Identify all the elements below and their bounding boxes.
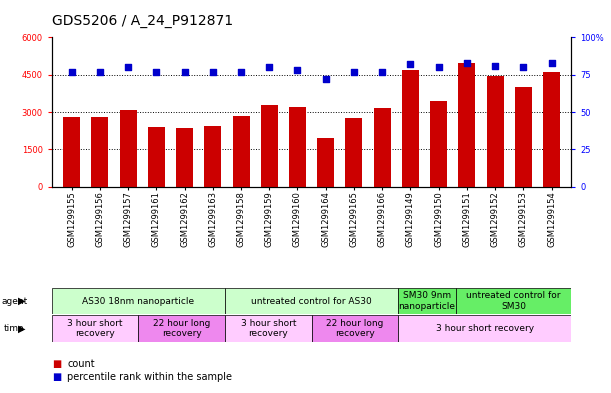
Bar: [225, 315, 312, 342]
Bar: [63, 117, 80, 187]
Text: count: count: [67, 358, 95, 369]
Bar: [515, 87, 532, 187]
Point: [377, 68, 387, 75]
Text: 3 hour short
recovery: 3 hour short recovery: [67, 319, 123, 338]
Text: ▶: ▶: [18, 296, 26, 306]
Bar: [148, 127, 165, 187]
Text: time: time: [4, 324, 24, 333]
Bar: [374, 108, 390, 187]
Text: ■: ■: [52, 372, 61, 382]
Bar: [345, 118, 362, 187]
Text: percentile rank within the sample: percentile rank within the sample: [67, 372, 232, 382]
Bar: [233, 116, 249, 187]
Bar: [402, 70, 419, 187]
Text: 3 hour short recovery: 3 hour short recovery: [436, 324, 534, 333]
Bar: [92, 118, 108, 187]
Text: 22 hour long
recovery: 22 hour long recovery: [153, 319, 210, 338]
Point: [518, 64, 528, 70]
Bar: [52, 315, 139, 342]
Bar: [486, 76, 503, 187]
Point: [180, 68, 189, 75]
Bar: [456, 288, 571, 314]
Bar: [204, 126, 221, 187]
Text: GDS5206 / A_24_P912871: GDS5206 / A_24_P912871: [52, 14, 233, 28]
Point: [67, 68, 76, 75]
Point: [434, 64, 444, 70]
Point: [265, 64, 274, 70]
Point: [123, 64, 133, 70]
Bar: [430, 101, 447, 187]
Point: [547, 60, 557, 66]
Bar: [543, 72, 560, 187]
Bar: [458, 63, 475, 187]
Point: [349, 68, 359, 75]
Text: agent: agent: [1, 297, 27, 305]
Text: AS30 18nm nanoparticle: AS30 18nm nanoparticle: [82, 297, 194, 305]
Point: [293, 67, 302, 73]
Text: ▶: ▶: [18, 323, 26, 334]
Bar: [225, 288, 398, 314]
Point: [208, 68, 218, 75]
Text: ■: ■: [52, 358, 61, 369]
Point: [462, 60, 472, 66]
Text: untreated control for
SM30: untreated control for SM30: [466, 291, 561, 311]
Text: 22 hour long
recovery: 22 hour long recovery: [326, 319, 384, 338]
Point: [152, 68, 161, 75]
Bar: [52, 288, 225, 314]
Point: [236, 68, 246, 75]
Point: [321, 76, 331, 82]
Text: untreated control for AS30: untreated control for AS30: [251, 297, 372, 305]
Bar: [317, 138, 334, 187]
Point: [490, 62, 500, 69]
Bar: [289, 107, 306, 187]
Bar: [176, 128, 193, 187]
Text: SM30 9nm
nanoparticle: SM30 9nm nanoparticle: [398, 291, 456, 311]
Text: 3 hour short
recovery: 3 hour short recovery: [241, 319, 296, 338]
Bar: [398, 288, 456, 314]
Point: [406, 61, 415, 67]
Bar: [120, 110, 137, 187]
Bar: [261, 105, 278, 187]
Point: [95, 68, 105, 75]
Bar: [398, 315, 571, 342]
Bar: [139, 315, 225, 342]
Bar: [312, 315, 398, 342]
